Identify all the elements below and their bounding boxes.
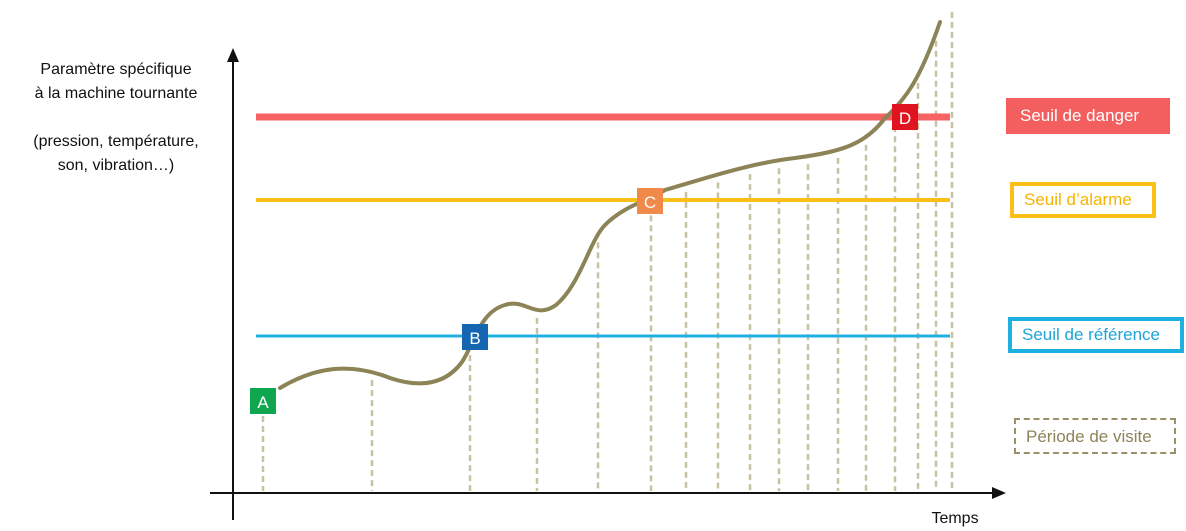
legend-alarm-threshold: Seuil d’alarme [1010, 182, 1156, 218]
point-marker-d: D [892, 104, 918, 130]
point-label-d: D [899, 109, 911, 128]
y-axis-arrowhead [227, 48, 239, 62]
y-axis-label-line-3: (pression, température, [33, 133, 199, 150]
x-axis-arrowhead [992, 487, 1006, 499]
legend-reference-threshold: Seuil de référence [1008, 317, 1184, 353]
point-label-a: A [257, 393, 269, 412]
y-axis-label: Paramètre spécifique à la machine tourna… [0, 58, 232, 178]
trend-curve [278, 20, 942, 390]
legend-danger-threshold: Seuil de danger [1006, 98, 1170, 134]
point-label-b: B [469, 329, 480, 348]
point-marker-b: B [462, 324, 488, 350]
y-axis-label-line-1: Paramètre spécifique [40, 61, 192, 78]
y-axis-label-spacer [0, 106, 232, 130]
point-marker-c: C [637, 188, 663, 214]
visit-lines [261, 12, 954, 491]
x-axis-label: Temps [931, 510, 979, 527]
point-label-c: C [644, 193, 656, 212]
y-axis-label-line-2: à la machine tournante [34, 85, 198, 102]
legend-visit-period: Période de visite [1014, 418, 1176, 454]
point-marker-a: A [250, 388, 276, 414]
y-axis-label-line-4: son, vibration…) [57, 157, 175, 174]
